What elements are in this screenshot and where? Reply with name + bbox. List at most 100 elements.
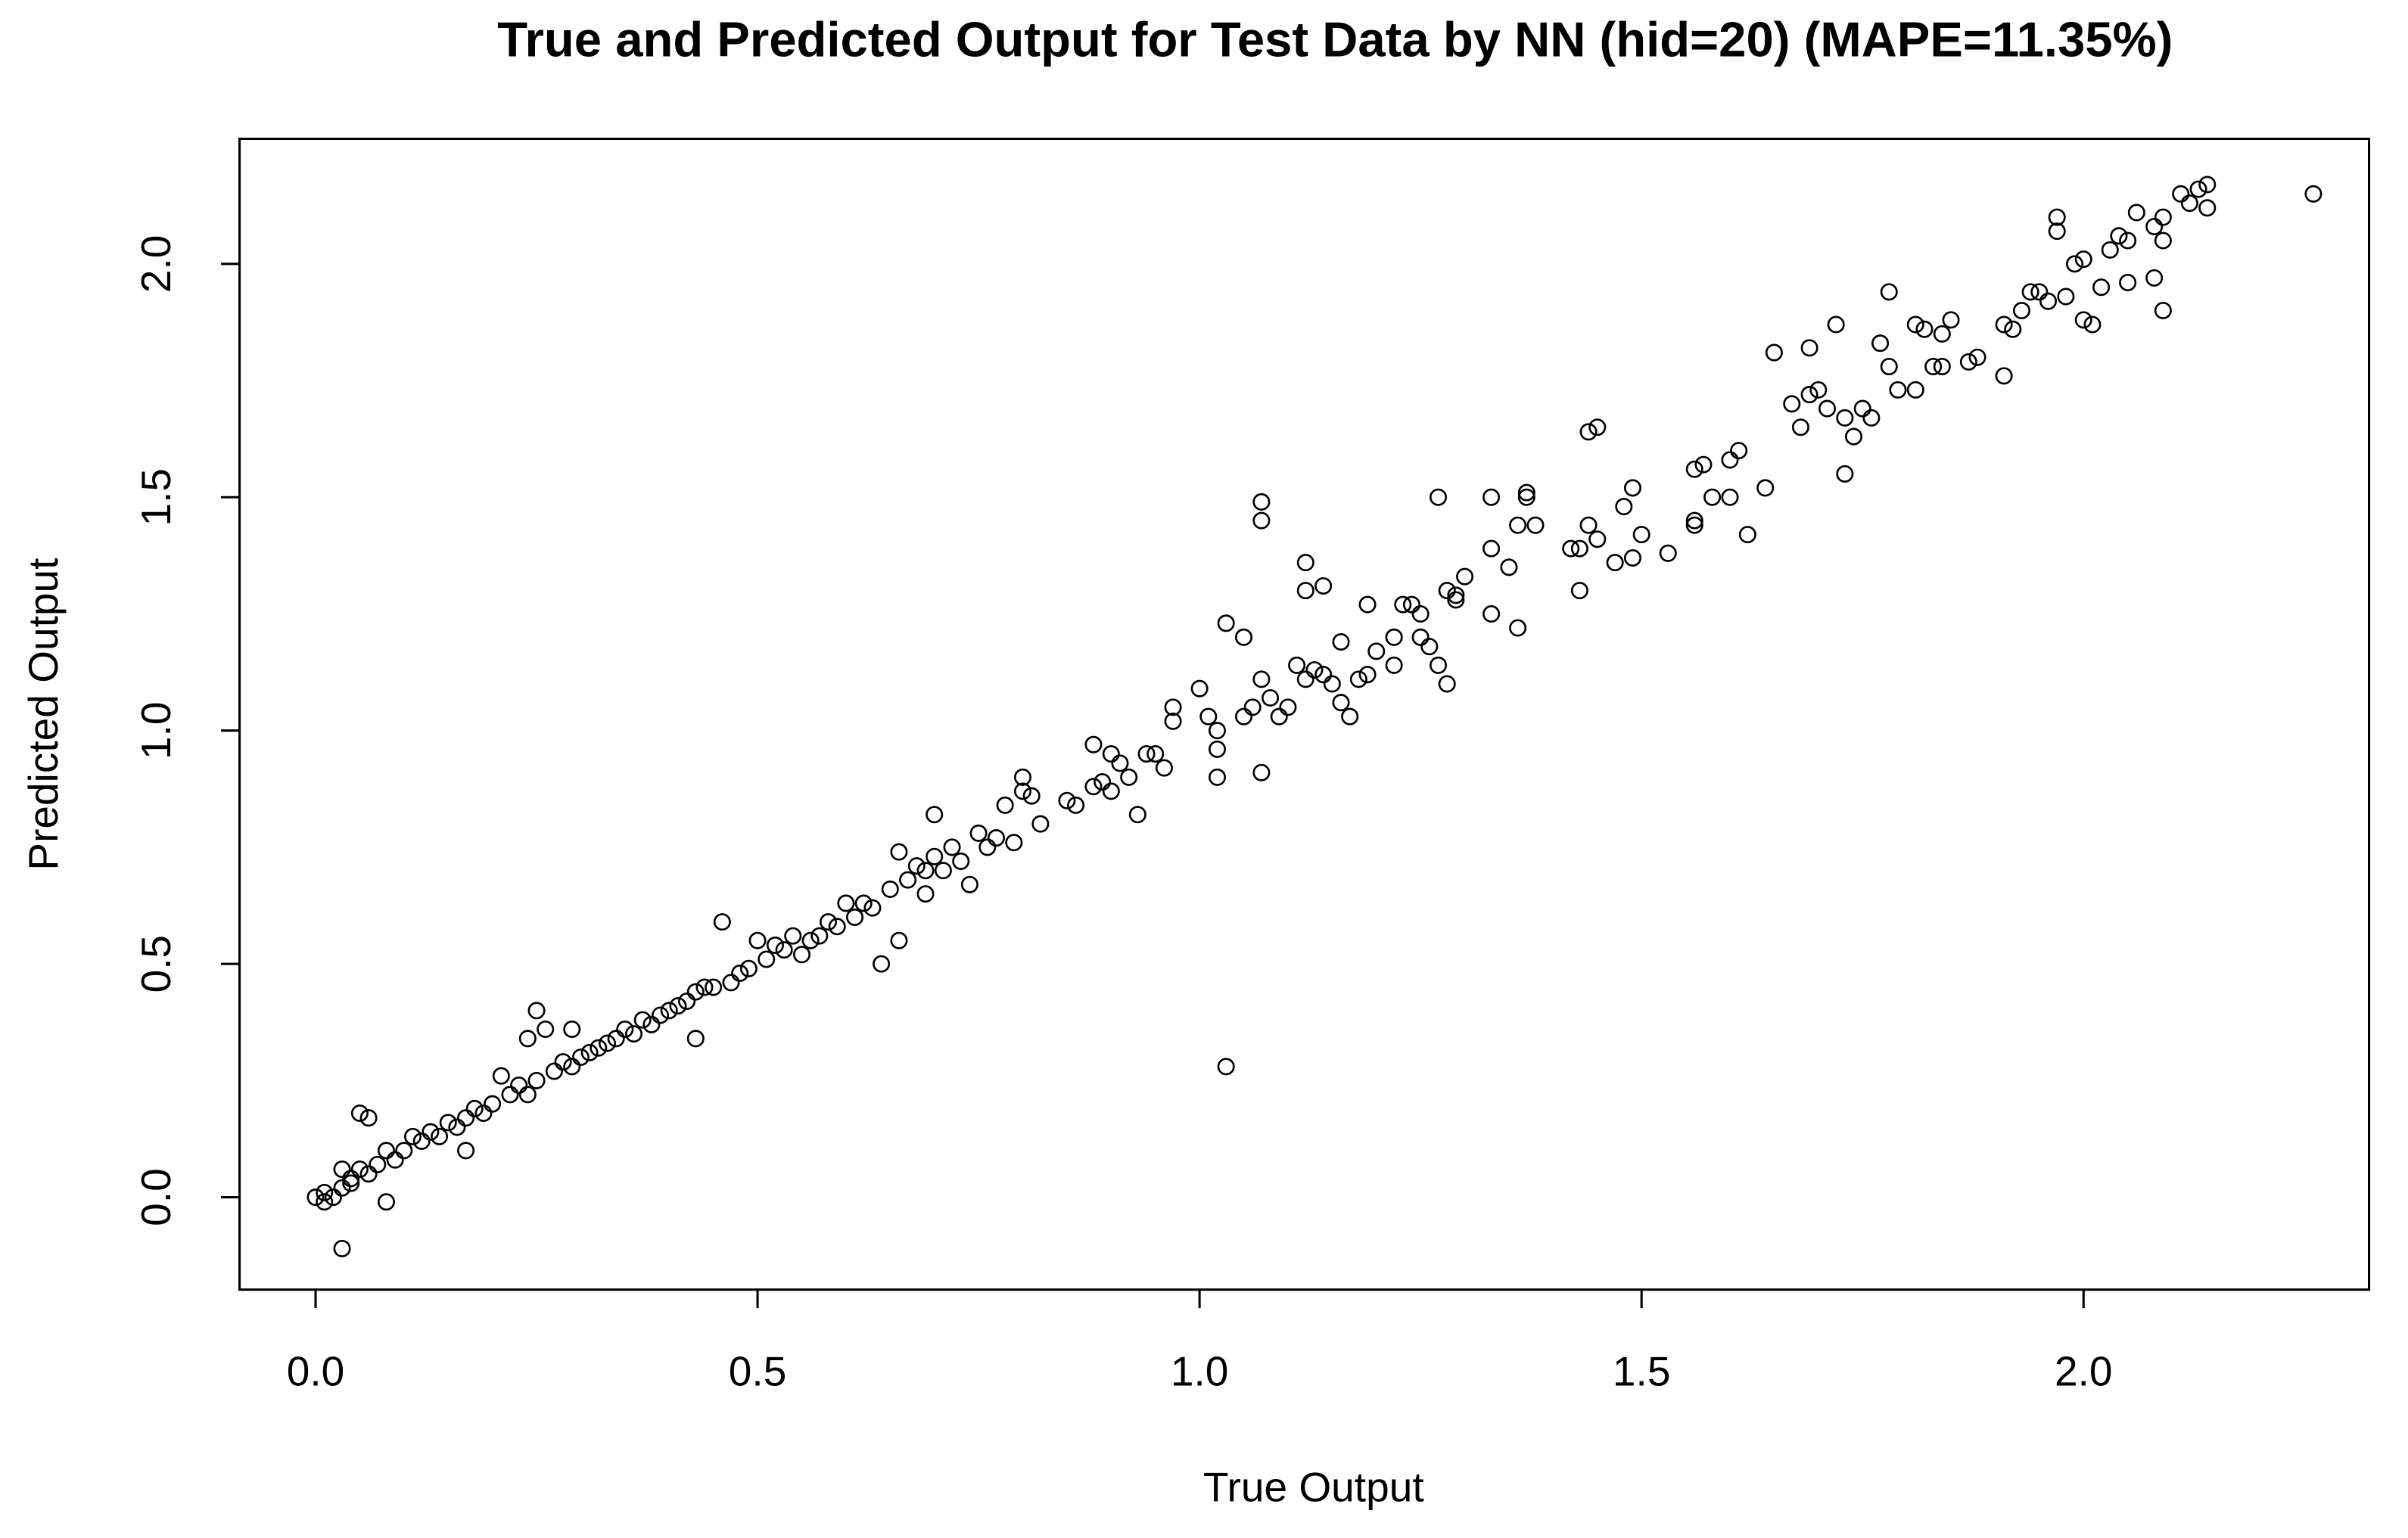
point	[1341, 707, 1359, 726]
point	[412, 1133, 431, 1151]
point	[359, 1109, 378, 1127]
point	[1235, 628, 1253, 646]
point	[1358, 595, 1377, 614]
point	[1429, 656, 1448, 674]
point	[1447, 591, 1465, 609]
point	[1314, 666, 1333, 684]
point	[1235, 707, 1253, 726]
point	[590, 1039, 608, 1057]
point	[1296, 582, 1314, 600]
point	[2066, 255, 2084, 273]
point	[1111, 754, 1129, 772]
point	[1738, 526, 1756, 544]
point	[1332, 694, 1350, 712]
point	[863, 899, 882, 917]
point	[819, 913, 838, 931]
point	[1871, 334, 1890, 353]
point	[660, 1002, 678, 1020]
point	[2154, 208, 2172, 226]
point	[1845, 427, 1863, 446]
point	[2145, 269, 2164, 287]
point	[722, 974, 740, 992]
point	[607, 1030, 625, 1048]
point	[748, 931, 767, 949]
point	[1800, 339, 1818, 357]
point	[1800, 386, 1818, 404]
point	[1217, 614, 1235, 632]
point	[2004, 320, 2022, 338]
point	[1279, 698, 1297, 716]
y-axis-label: Predicted Output	[20, 558, 67, 871]
point	[916, 885, 935, 903]
x-axis-label: True Output	[1203, 1463, 1424, 1510]
point	[801, 931, 820, 949]
point	[501, 1086, 519, 1104]
point	[1394, 595, 1412, 614]
point	[625, 1025, 643, 1043]
point	[1314, 576, 1333, 595]
point	[518, 1030, 537, 1048]
point	[1968, 348, 1986, 366]
point	[739, 959, 758, 977]
point	[1031, 815, 1050, 833]
point	[571, 1048, 590, 1067]
point	[324, 1188, 342, 1207]
point	[484, 1095, 502, 1113]
point	[1862, 409, 1881, 427]
plot-frame	[238, 137, 2371, 1291]
point	[333, 1239, 351, 1257]
point	[1411, 628, 1430, 646]
point	[686, 983, 705, 1001]
x-tick-label: 0.5	[729, 1347, 787, 1394]
point	[1358, 666, 1377, 684]
point	[1517, 483, 1535, 502]
point	[678, 992, 696, 1011]
point	[342, 1174, 360, 1192]
point	[457, 1142, 475, 1160]
point	[2083, 315, 2102, 334]
point	[1456, 567, 1474, 586]
point	[1818, 399, 1837, 418]
point	[2154, 231, 2172, 250]
point	[2119, 273, 2137, 292]
point	[1155, 759, 1173, 777]
point	[1703, 488, 1722, 506]
point	[2110, 227, 2128, 245]
point	[1906, 315, 1924, 334]
point	[978, 838, 997, 856]
point	[934, 862, 952, 880]
point	[1270, 707, 1288, 726]
point	[2198, 199, 2217, 217]
point	[1685, 460, 1703, 478]
point	[1623, 548, 1642, 567]
point	[828, 918, 846, 936]
point	[1305, 660, 1324, 679]
point	[1438, 582, 1456, 600]
point	[1756, 479, 1775, 497]
point	[316, 1183, 334, 1201]
point	[1623, 479, 1642, 497]
point	[652, 1006, 670, 1024]
point	[1721, 488, 1739, 506]
point	[695, 978, 714, 996]
point	[316, 1193, 334, 1211]
point	[1252, 492, 1271, 511]
point	[1438, 675, 1456, 693]
point	[1252, 511, 1271, 530]
point	[1783, 395, 1801, 413]
point	[1570, 539, 1588, 558]
point	[2021, 283, 2039, 301]
point	[943, 838, 961, 856]
point	[1164, 712, 1182, 730]
point	[1827, 315, 1845, 334]
point	[669, 997, 687, 1015]
point	[474, 1105, 493, 1123]
point	[1296, 554, 1314, 572]
point	[1836, 465, 1854, 483]
point	[377, 1193, 395, 1211]
point	[926, 806, 944, 824]
point	[1632, 526, 1650, 544]
point	[386, 1151, 404, 1169]
